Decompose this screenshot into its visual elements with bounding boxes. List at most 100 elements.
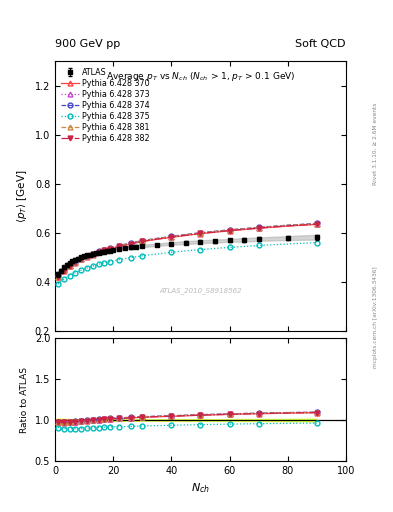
Pythia 6.428 375 (184, 248, 188, 254)
Text: 900 GeV pp: 900 GeV pp (55, 38, 120, 49)
Pythia 6.428 374 (67, 262, 72, 268)
Text: Soft QCD: Soft QCD (296, 38, 346, 49)
Pythia 6.428 373 (59, 270, 63, 276)
Pythia 6.428 381 (111, 244, 116, 250)
Pythia 6.428 370 (117, 244, 121, 250)
Pythia 6.428 375 (79, 267, 84, 273)
Pythia 6.428 382 (102, 247, 107, 253)
Pythia 6.428 375 (90, 263, 95, 269)
Pythia 6.428 373 (70, 261, 75, 267)
Pythia 6.428 373 (88, 252, 92, 258)
Pythia 6.428 375 (55, 281, 60, 287)
Pythia 6.428 374 (59, 270, 63, 276)
Pythia 6.428 375 (88, 264, 92, 270)
Pythia 6.428 381 (256, 225, 261, 231)
Pythia 6.428 373 (285, 223, 290, 229)
Pythia 6.428 370 (134, 240, 139, 246)
Pythia 6.428 374 (96, 248, 101, 254)
Pythia 6.428 382 (61, 268, 66, 274)
Pythia 6.428 382 (94, 250, 98, 256)
Pythia 6.428 381 (99, 247, 104, 253)
Pythia 6.428 370 (82, 255, 86, 261)
Pythia 6.428 370 (285, 223, 290, 229)
Pythia 6.428 381 (79, 255, 84, 262)
Pythia 6.428 382 (79, 256, 84, 262)
Pythia 6.428 382 (314, 221, 319, 227)
Pythia 6.428 375 (61, 276, 66, 282)
Y-axis label: Ratio to ATLAS: Ratio to ATLAS (20, 367, 29, 433)
Pythia 6.428 373 (227, 227, 232, 233)
Pythia 6.428 381 (76, 257, 81, 263)
Pythia 6.428 381 (102, 247, 107, 253)
Text: Rivet 3.1.10, ≥ 2.6M events: Rivet 3.1.10, ≥ 2.6M events (373, 102, 378, 184)
Pythia 6.428 370 (99, 248, 104, 254)
Pythia 6.428 382 (108, 246, 113, 252)
Pythia 6.428 382 (154, 236, 159, 242)
Line: Pythia 6.428 382: Pythia 6.428 382 (55, 222, 319, 280)
Pythia 6.428 373 (198, 230, 203, 237)
Pythia 6.428 382 (184, 232, 188, 238)
Pythia 6.428 381 (108, 245, 113, 251)
Pythia 6.428 370 (61, 268, 66, 274)
Pythia 6.428 382 (96, 249, 101, 255)
Pythia 6.428 373 (76, 258, 81, 264)
Pythia 6.428 373 (99, 248, 104, 254)
Pythia 6.428 370 (67, 263, 72, 269)
Pythia 6.428 382 (213, 229, 217, 235)
Pythia 6.428 381 (128, 240, 133, 246)
Legend: ATLAS, Pythia 6.428 370, Pythia 6.428 373, Pythia 6.428 374, Pythia 6.428 375, P: ATLAS, Pythia 6.428 370, Pythia 6.428 37… (59, 66, 152, 145)
Pythia 6.428 374 (61, 267, 66, 273)
Pythia 6.428 373 (55, 274, 60, 280)
Pythia 6.428 370 (73, 260, 78, 266)
Pythia 6.428 382 (82, 254, 86, 261)
Pythia 6.428 374 (128, 240, 133, 246)
Pythia 6.428 373 (61, 267, 66, 273)
Pythia 6.428 382 (59, 270, 63, 276)
Pythia 6.428 375 (117, 257, 121, 263)
Pythia 6.428 382 (134, 240, 139, 246)
Pythia 6.428 370 (105, 247, 110, 253)
Pythia 6.428 381 (84, 253, 89, 259)
Pythia 6.428 381 (105, 246, 110, 252)
Pythia 6.428 374 (123, 241, 127, 247)
Pythia 6.428 381 (184, 231, 188, 238)
Pythia 6.428 375 (96, 261, 101, 267)
Pythia 6.428 370 (123, 242, 127, 248)
Pythia 6.428 373 (105, 246, 110, 252)
Pythia 6.428 375 (102, 260, 107, 266)
Pythia 6.428 375 (94, 262, 98, 268)
Pythia 6.428 373 (84, 253, 89, 259)
Pythia 6.428 375 (99, 261, 104, 267)
Pythia 6.428 375 (227, 244, 232, 250)
Pythia 6.428 370 (94, 250, 98, 257)
Pythia 6.428 373 (64, 265, 69, 271)
Pythia 6.428 373 (79, 256, 84, 262)
Pythia 6.428 370 (314, 221, 319, 227)
Pythia 6.428 373 (184, 232, 188, 238)
Pythia 6.428 375 (256, 242, 261, 248)
Pythia 6.428 381 (242, 226, 246, 232)
Pythia 6.428 381 (73, 259, 78, 265)
Pythia 6.428 374 (242, 225, 246, 231)
Pythia 6.428 382 (128, 241, 133, 247)
Pythia 6.428 382 (88, 252, 92, 259)
Pythia 6.428 370 (140, 239, 145, 245)
Pythia 6.428 370 (88, 252, 92, 259)
Pythia 6.428 373 (242, 226, 246, 232)
Pythia 6.428 370 (102, 247, 107, 253)
Pythia 6.428 370 (154, 236, 159, 242)
Pythia 6.428 370 (90, 251, 95, 258)
Pythia 6.428 370 (59, 271, 63, 277)
Line: Pythia 6.428 381: Pythia 6.428 381 (55, 221, 319, 279)
Pythia 6.428 382 (111, 245, 116, 251)
Pythia 6.428 370 (76, 258, 81, 264)
Pythia 6.428 370 (213, 229, 217, 236)
Pythia 6.428 381 (198, 230, 203, 236)
Pythia 6.428 382 (105, 246, 110, 252)
Y-axis label: $\langle p_T \rangle$ [GeV]: $\langle p_T \rangle$ [GeV] (15, 169, 29, 223)
Pythia 6.428 375 (285, 241, 290, 247)
Pythia 6.428 382 (70, 261, 75, 267)
Pythia 6.428 381 (154, 236, 159, 242)
Pythia 6.428 381 (94, 249, 98, 255)
Pythia 6.428 382 (55, 274, 60, 280)
